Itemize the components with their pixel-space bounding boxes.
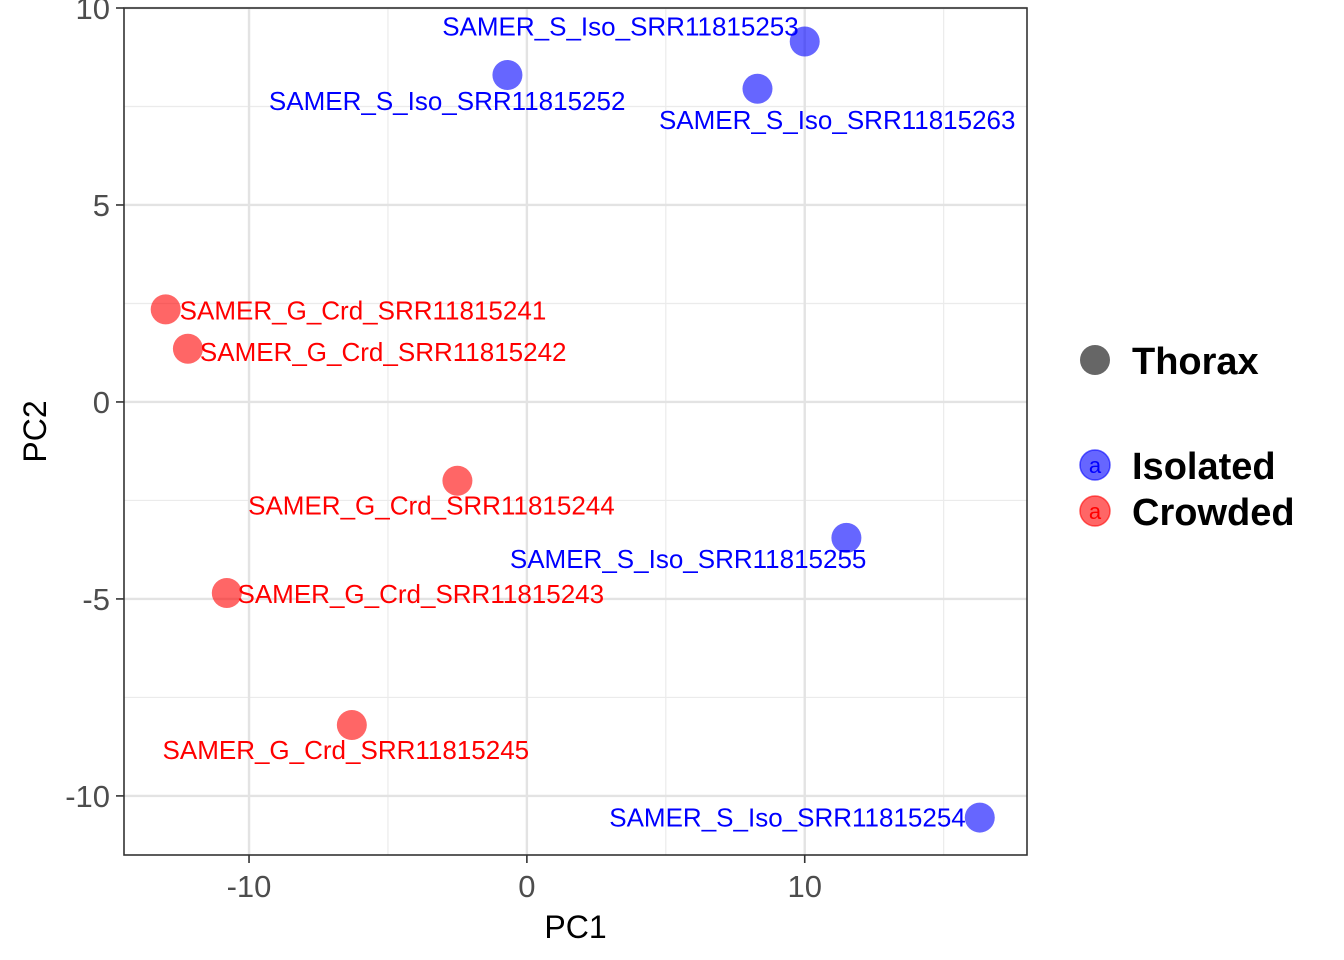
legend-shape-title: Thorax xyxy=(1132,341,1259,383)
data-points xyxy=(150,26,995,833)
legend-label-isolated: Isolated xyxy=(1132,446,1276,488)
point-label: SAMER_G_Crd_SRR11815244 xyxy=(248,491,615,521)
axis-ticks xyxy=(116,7,806,863)
x-axis-title: PC1 xyxy=(544,909,606,945)
point-label: SAMER_G_Crd_SRR11815242 xyxy=(200,337,567,367)
legend-shape-key xyxy=(1080,345,1110,375)
legend-groups: a Isolated a Crowded xyxy=(1079,446,1295,534)
data-point-isolated xyxy=(789,26,820,57)
x-tick-label: 0 xyxy=(518,869,535,904)
point-labels: SAMER_S_Iso_SRR11815253 SAMER_S_Iso_SRR11… xyxy=(163,11,1016,832)
y-tick-label: 5 xyxy=(93,188,110,223)
y-tick-label: 10 xyxy=(76,0,110,26)
data-point-crowded xyxy=(442,465,473,496)
point-label: SAMER_S_Iso_SRR11815255 xyxy=(510,544,867,574)
legend: Thorax a Isolated a Crowded xyxy=(1079,341,1295,534)
y-tick-label: -10 xyxy=(65,779,110,814)
point-label: SAMER_S_Iso_SRR11815254 xyxy=(609,803,966,833)
point-label: SAMER_S_Iso_SRR11815252 xyxy=(269,86,626,116)
data-point-isolated xyxy=(492,59,523,90)
legend-key-letter: a xyxy=(1089,499,1102,524)
point-label: SAMER_G_Crd_SRR11815243 xyxy=(237,579,604,609)
x-tick-label: 10 xyxy=(787,869,821,904)
legend-label-crowded: Crowded xyxy=(1132,492,1295,534)
axis-tick-labels: -10 0 10 -10 -5 0 5 10 xyxy=(65,0,822,904)
y-tick-label: 0 xyxy=(93,385,110,420)
y-axis-title: PC2 xyxy=(17,400,53,462)
legend-key-letter: a xyxy=(1089,453,1102,478)
point-label: SAMER_G_Crd_SRR11815241 xyxy=(180,295,547,325)
y-tick-label: -5 xyxy=(82,582,110,617)
data-point-crowded xyxy=(172,333,203,364)
data-point-crowded xyxy=(150,294,181,325)
x-tick-label: -10 xyxy=(227,869,272,904)
legend-key-isolated xyxy=(1079,449,1111,481)
legend-key-crowded xyxy=(1079,495,1111,527)
data-point-isolated xyxy=(831,522,862,553)
minor-gridlines xyxy=(124,8,1027,855)
point-label: SAMER_S_Iso_SRR11815263 xyxy=(659,105,1016,135)
point-label: SAMER_G_Crd_SRR11815245 xyxy=(163,735,530,765)
major-gridlines xyxy=(124,6,1027,855)
panel-border xyxy=(123,7,1028,856)
data-point-isolated xyxy=(742,73,773,104)
data-point-isolated xyxy=(964,802,995,833)
data-point-crowded xyxy=(336,709,367,740)
data-point-crowded xyxy=(211,578,242,609)
point-label: SAMER_S_Iso_SRR11815253 xyxy=(442,11,799,41)
